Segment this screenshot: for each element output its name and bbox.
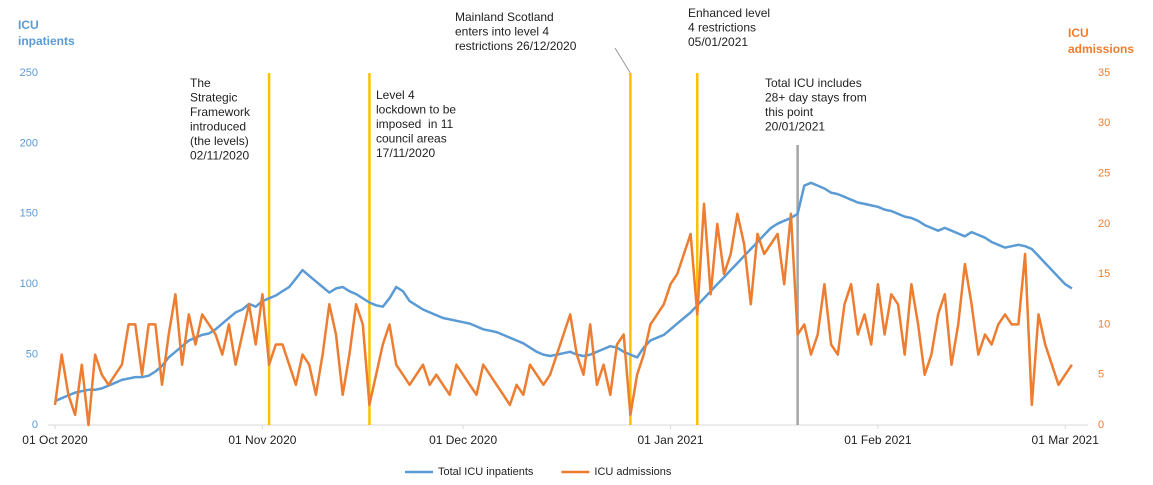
annotation-text: restrictions 26/12/2020 — [455, 39, 577, 53]
annotation-text: Framework — [190, 105, 251, 119]
series-line — [53, 202, 1073, 427]
annotation-text: 02/11/2020 — [190, 149, 249, 163]
annotation-text: this point — [765, 105, 814, 119]
annotation-text: council areas — [376, 132, 447, 146]
annotation-text: The — [190, 76, 211, 90]
y2-axis-title: ICU — [1068, 26, 1089, 40]
y2-tick-label: 0 — [1098, 419, 1104, 431]
y-tick-label: 200 — [20, 137, 38, 149]
y2-tick-label: 35 — [1098, 67, 1110, 79]
x-tick-label: 01 Jan 2021 — [637, 433, 703, 447]
annotation-text: Level 4 — [376, 88, 415, 102]
annotation-text: Total ICU includes — [765, 76, 862, 90]
y2-tick-label: 5 — [1098, 369, 1104, 381]
leader-line — [614, 47, 631, 74]
annotation-text: lockdown to be — [376, 103, 456, 117]
x-tick-label: 01 Feb 2021 — [844, 433, 912, 447]
y2-tick-label: 25 — [1098, 167, 1110, 179]
y2-axis-title: admissions — [1068, 42, 1134, 56]
legend-label: ICU admissions — [594, 466, 672, 478]
y-tick-label: 100 — [20, 278, 38, 290]
annotation-text: 4 restrictions — [688, 21, 756, 35]
y2-tick-label: 10 — [1098, 318, 1110, 330]
legend-label: Total ICU inpatients — [438, 466, 534, 478]
annotation-text: 20/01/2021 — [765, 120, 825, 134]
x-tick-label: 01 Mar 2021 — [1032, 433, 1100, 447]
annotation-text: Strategic — [190, 91, 237, 105]
y-axis-title: ICU — [18, 18, 39, 32]
annotation-text: 17/11/2020 — [376, 146, 435, 160]
y-axis-title: inpatients — [18, 34, 75, 48]
x-tick-label: 01 Oct 2020 — [22, 433, 88, 447]
annotation-text: 28+ day stays from — [765, 91, 867, 105]
y-tick-label: 150 — [20, 208, 38, 220]
y2-tick-label: 30 — [1098, 117, 1110, 129]
annotation-text: introduced — [190, 120, 246, 134]
annotation-text: Mainland Scotland — [455, 10, 554, 24]
y-tick-label: 0 — [32, 419, 38, 431]
y2-tick-label: 15 — [1098, 268, 1110, 280]
x-tick-label: 01 Dec 2020 — [429, 433, 497, 447]
annotation-text: enters into level 4 — [455, 25, 549, 39]
y2-tick-label: 20 — [1098, 218, 1110, 230]
annotation-text: 05/01/2021 — [688, 35, 748, 49]
annotation-text: Enhanced level — [688, 6, 770, 20]
y-tick-label: 250 — [20, 67, 38, 79]
annotation-text: imposed in 11 — [376, 117, 453, 131]
series-line — [54, 181, 1073, 403]
x-tick-label: 01 Nov 2020 — [228, 433, 296, 447]
annotation-text: (the levels) — [190, 134, 249, 148]
y-tick-label: 50 — [26, 349, 38, 361]
